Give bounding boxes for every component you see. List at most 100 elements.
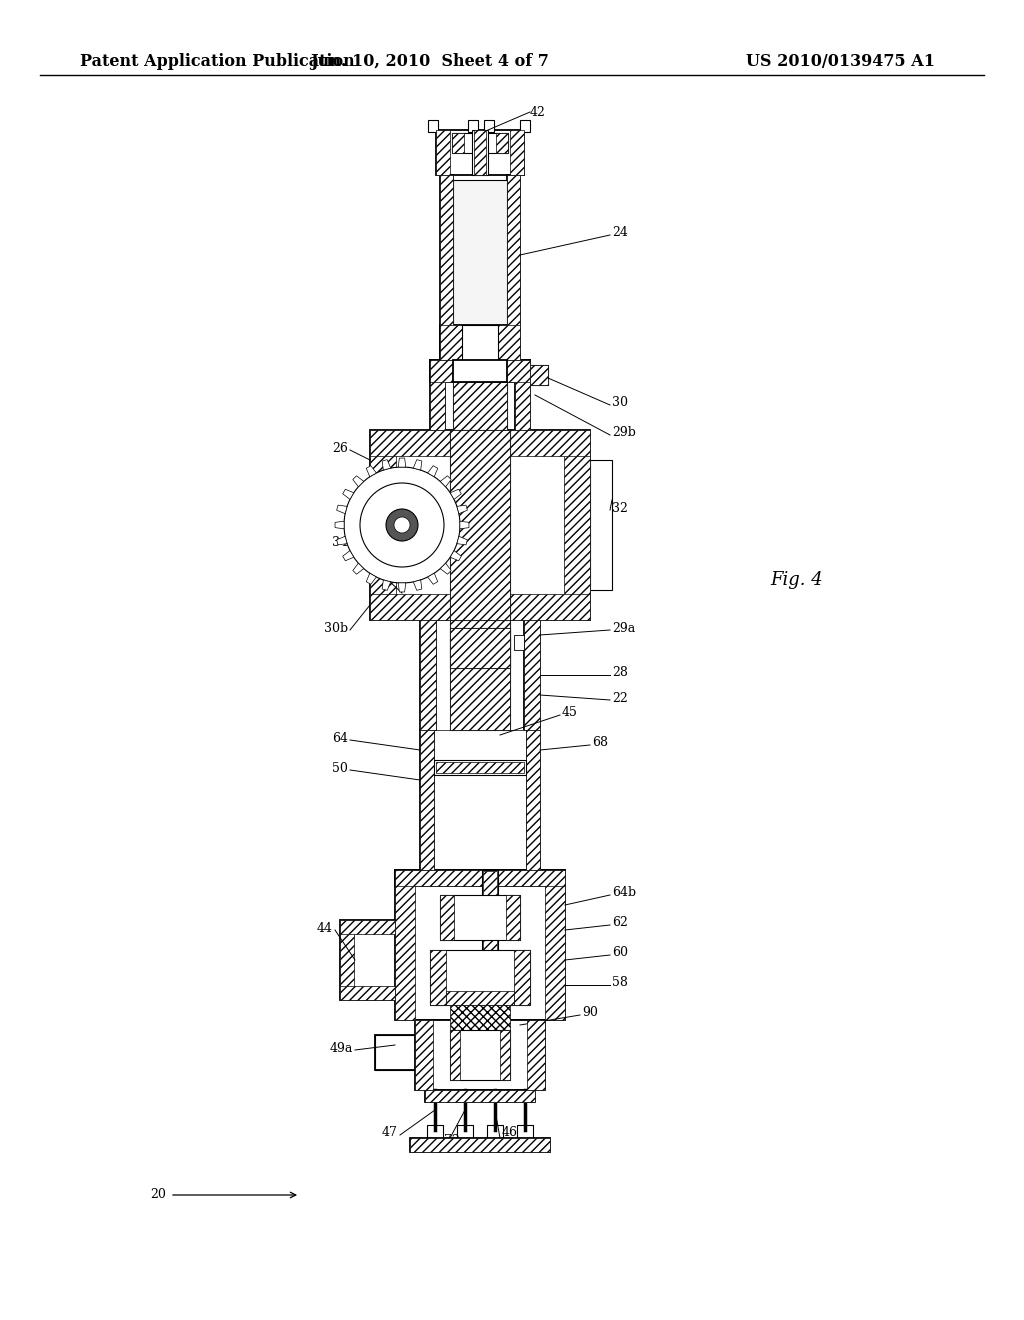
Bar: [484, 120, 494, 132]
Polygon shape: [451, 490, 461, 499]
Bar: [375, 1035, 415, 1071]
Bar: [430, 360, 530, 381]
Bar: [506, 895, 520, 940]
Text: 24: 24: [612, 227, 628, 239]
Text: 50: 50: [332, 762, 348, 775]
Bar: [507, 176, 520, 360]
Bar: [453, 360, 507, 430]
Text: 64b: 64b: [612, 887, 636, 899]
Polygon shape: [457, 536, 467, 545]
Polygon shape: [382, 459, 391, 470]
Polygon shape: [428, 573, 437, 585]
Text: 45: 45: [562, 706, 578, 719]
Bar: [425, 1090, 535, 1102]
Bar: [430, 360, 445, 430]
Text: 29a: 29a: [612, 622, 635, 635]
Polygon shape: [460, 521, 469, 529]
Bar: [530, 366, 548, 385]
Text: 28: 28: [612, 667, 628, 680]
Text: Patent Application Publication: Patent Application Publication: [80, 53, 354, 70]
Bar: [428, 120, 438, 132]
Bar: [425, 1090, 535, 1102]
Bar: [450, 628, 510, 668]
Polygon shape: [457, 506, 467, 513]
Text: 29b: 29b: [612, 426, 636, 440]
Text: 49a: 49a: [330, 1041, 353, 1055]
Bar: [515, 360, 530, 430]
Polygon shape: [398, 458, 406, 467]
Bar: [440, 895, 520, 940]
Bar: [440, 895, 454, 940]
Bar: [524, 620, 540, 730]
Polygon shape: [414, 459, 422, 470]
Bar: [446, 991, 514, 1005]
Bar: [440, 176, 453, 360]
Bar: [450, 430, 510, 620]
Bar: [410, 1138, 550, 1152]
Circle shape: [344, 467, 460, 583]
Bar: [370, 430, 396, 620]
Text: 44: 44: [317, 921, 333, 935]
Bar: [434, 730, 526, 870]
Bar: [496, 133, 508, 153]
Bar: [450, 620, 510, 730]
Bar: [395, 870, 565, 1020]
Text: 64: 64: [332, 731, 348, 744]
Bar: [340, 920, 395, 1001]
Text: US 2010/0139475 A1: US 2010/0139475 A1: [745, 53, 935, 70]
Text: Fig. 4: Fig. 4: [770, 572, 822, 589]
Polygon shape: [343, 550, 353, 561]
Bar: [483, 871, 497, 1019]
Bar: [514, 635, 524, 649]
Bar: [450, 1030, 460, 1080]
Text: 34: 34: [332, 536, 348, 549]
Bar: [500, 1030, 510, 1080]
Bar: [526, 730, 540, 870]
Bar: [472, 129, 488, 176]
Bar: [420, 620, 436, 730]
Bar: [482, 870, 498, 1020]
Bar: [415, 1020, 433, 1090]
Text: 58: 58: [612, 977, 628, 990]
Polygon shape: [382, 579, 391, 590]
Polygon shape: [343, 490, 353, 499]
Bar: [370, 430, 590, 455]
Polygon shape: [428, 466, 437, 477]
Polygon shape: [353, 475, 364, 487]
Bar: [450, 1005, 510, 1045]
Bar: [430, 950, 530, 1005]
Bar: [430, 950, 446, 1005]
Bar: [410, 1138, 550, 1152]
Bar: [590, 459, 612, 590]
Bar: [510, 129, 524, 176]
Bar: [434, 760, 526, 775]
Text: 68: 68: [592, 737, 608, 750]
Bar: [564, 430, 590, 620]
Bar: [453, 360, 507, 381]
Bar: [440, 325, 520, 360]
Text: 22: 22: [612, 692, 628, 705]
Bar: [514, 950, 530, 1005]
Bar: [524, 620, 540, 730]
Polygon shape: [440, 564, 452, 574]
Bar: [440, 325, 520, 360]
Text: 30b: 30b: [324, 622, 348, 635]
Bar: [395, 870, 565, 886]
Polygon shape: [451, 550, 461, 561]
Bar: [526, 730, 540, 870]
Bar: [520, 120, 530, 132]
Polygon shape: [414, 579, 422, 590]
Bar: [462, 325, 498, 360]
Polygon shape: [337, 506, 347, 513]
Bar: [450, 1030, 510, 1080]
Bar: [436, 129, 450, 176]
Polygon shape: [335, 521, 344, 529]
Bar: [436, 762, 524, 774]
Text: 60: 60: [612, 946, 628, 960]
Text: 30: 30: [612, 396, 628, 409]
Polygon shape: [367, 466, 377, 477]
Text: 20: 20: [150, 1188, 166, 1201]
Polygon shape: [337, 536, 347, 545]
Circle shape: [360, 483, 444, 568]
Text: 26: 26: [332, 441, 348, 454]
